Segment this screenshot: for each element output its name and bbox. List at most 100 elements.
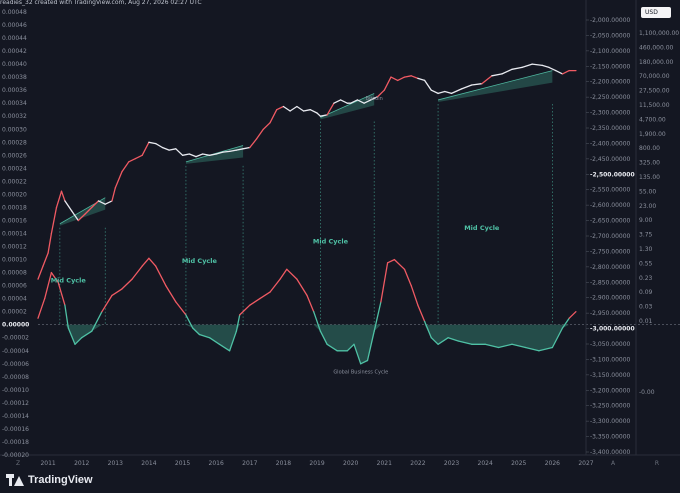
currency-badge[interactable]: USD — [641, 7, 671, 18]
business-cycle-line-segment — [165, 284, 177, 303]
business-cycle-line-segment — [50, 271, 59, 284]
left-axis-tick-label: 0.00046 — [2, 22, 27, 29]
business-cycle-line-segment — [141, 257, 150, 267]
mid-axis-tick-label: -2,000.00000 — [590, 17, 631, 24]
mid-axis-tick-label: -3,000.00000 — [590, 326, 635, 333]
bitcoin-line-segment — [50, 206, 58, 235]
business-cycle-line-segment — [366, 330, 375, 362]
bitcoin-line-segment — [84, 206, 93, 215]
log-axis-tick-label: 460,000.00 — [639, 44, 674, 51]
bitcoin-line-segment — [339, 99, 348, 104]
bitcoin-line-segment — [326, 102, 335, 116]
log-axis-tick-label: 180,000.00 — [639, 59, 674, 66]
mid-cycle-trendline — [320, 93, 375, 118]
business-cycle-line-segment — [319, 330, 328, 345]
left-axis-tick-label: -0.00004 — [2, 348, 29, 355]
business-cycle-line-segment — [286, 268, 298, 280]
business-cycle-line-segment — [57, 281, 66, 306]
bitcoin-line-segment — [471, 83, 483, 86]
left-axis-tick-label: 0.00030 — [2, 126, 27, 133]
mid-axis-tick-label: -2,650.00000 — [590, 218, 631, 225]
mid-axis-tick-label: -2,900.00000 — [590, 295, 631, 302]
business-cycle-line-segment — [538, 346, 554, 352]
log-axis-tick-label: 0.01 — [639, 318, 653, 325]
mid-axis-tick-label: -2,100.00000 — [590, 48, 631, 55]
business-cycle-line-segment — [249, 297, 261, 306]
left-axis-tick-label: 0.00014 — [2, 231, 27, 238]
business-cycle-line-segment — [306, 294, 315, 313]
business-cycle-line-segment — [175, 301, 187, 316]
mid-cycle-label: Mid Cycle — [51, 276, 87, 284]
bitcoin-line-segment — [282, 105, 291, 112]
x-axis-tick-label: 2019 — [309, 460, 324, 467]
bitcoin-line-segment — [37, 265, 44, 280]
mid-axis-tick-label: -2,950.00000 — [590, 310, 631, 317]
bitcoin-line-segment — [350, 99, 359, 104]
business-cycle-line-segment — [155, 265, 167, 287]
series-label: Bitcoin — [366, 96, 383, 102]
business-cycle-line-segment — [198, 333, 211, 339]
business-cycle-line-segment — [81, 330, 93, 339]
business-cycle-line-segment — [228, 330, 238, 352]
mid-cycle-trendline — [437, 70, 553, 101]
bitcoin-line-segment — [302, 109, 311, 112]
business-cycle-line-segment — [37, 297, 46, 319]
business-cycle-negative-fill — [38, 324, 576, 364]
x-axis-tick-label: 2017 — [242, 460, 257, 467]
mid-axis-tick-label: -3,200.00000 — [590, 387, 631, 394]
mid-axis-tick-label: -3,100.00000 — [590, 356, 631, 363]
business-cycle-line-segment — [373, 301, 382, 332]
log-axis-tick-label: 23.00 — [639, 203, 656, 210]
log-axis-tick-label: 1.30 — [639, 246, 653, 253]
left-axis-tick-label: 0.00006 — [2, 283, 27, 290]
left-axis-tick-label: 0.00000 — [2, 322, 29, 329]
chart-caption: readies_32 created with TradingView.com,… — [0, 0, 202, 6]
business-cycle-line-segment — [551, 327, 564, 349]
left-axis-tick-label: 0.00026 — [2, 152, 27, 159]
left-axis-tick-label: -0.00012 — [2, 400, 29, 407]
mid-cycle-wedges — [59, 70, 553, 226]
bitcoin-line-segment — [195, 153, 204, 158]
x-axis-tick-label: 2023 — [444, 460, 459, 467]
cycle-guide-lines — [59, 103, 553, 325]
mid-axis-tick-label: -2,250.00000 — [590, 94, 631, 101]
bitcoin-line-segment — [501, 68, 513, 75]
tradingview-logo[interactable]: TradingView — [6, 474, 93, 486]
left-axis-tick-label: 0.00036 — [2, 87, 27, 94]
bitcoin-line-segment — [390, 76, 399, 82]
business-cycle-line-segment — [64, 304, 69, 329]
bitcoin-line-segment — [423, 79, 432, 91]
bitcoin-line-segment — [481, 75, 493, 85]
left-axis-tick-label: -0.00016 — [2, 426, 29, 433]
bitcoin-line-segment — [235, 148, 244, 151]
series-label: Global Business Cycle — [333, 370, 388, 376]
bitcoin-line-segment — [47, 232, 53, 254]
mid-axis-tick-label: -3,350.00000 — [590, 434, 631, 441]
tradingview-logo-icon — [6, 474, 24, 486]
axis-marker-mid: A — [611, 460, 616, 467]
bitcoin-line-segment — [521, 63, 533, 69]
log-axis-tick-label: 135.00 — [639, 174, 660, 181]
business-cycle-line-segment — [208, 337, 221, 345]
bitcoin-line-segment — [430, 89, 439, 95]
annotation-labels: Mid Cycle Mid Cycle Mid Cycle Mid Cycle Bitc… — [51, 96, 500, 376]
axis-marker-right: R — [655, 460, 659, 467]
mid-axis-tick-label: -3,300.00000 — [590, 418, 631, 425]
business-cycle-line-segment — [185, 314, 194, 329]
left-axis-tick-label: 0.00028 — [2, 139, 27, 146]
business-cycle-line-segment — [353, 343, 362, 365]
bitcoin-line-segment — [403, 75, 412, 78]
left-axis-tick-label: 0.00042 — [2, 48, 27, 55]
mid-cycle-label: Mid Cycle — [313, 237, 349, 245]
bitcoin-line-segment — [531, 63, 543, 67]
bitcoin-line-segment — [148, 141, 157, 145]
bitcoin-line-segment — [141, 141, 150, 156]
bitcoin-line-segment — [215, 151, 224, 155]
log-axis-tick-label: 1,100,000.00 — [639, 30, 679, 37]
axes: 0.00048 0.00046 0.00044 0.00042 0.00040 0.000… — [0, 0, 680, 467]
business-cycle-line-segment — [403, 268, 412, 287]
mid-axis-tick-label: -2,850.00000 — [590, 279, 631, 286]
business-cycle-line-segment — [497, 343, 513, 349]
business-cycle-line-segment — [239, 304, 251, 316]
bitcoin-line-segment — [376, 89, 385, 98]
